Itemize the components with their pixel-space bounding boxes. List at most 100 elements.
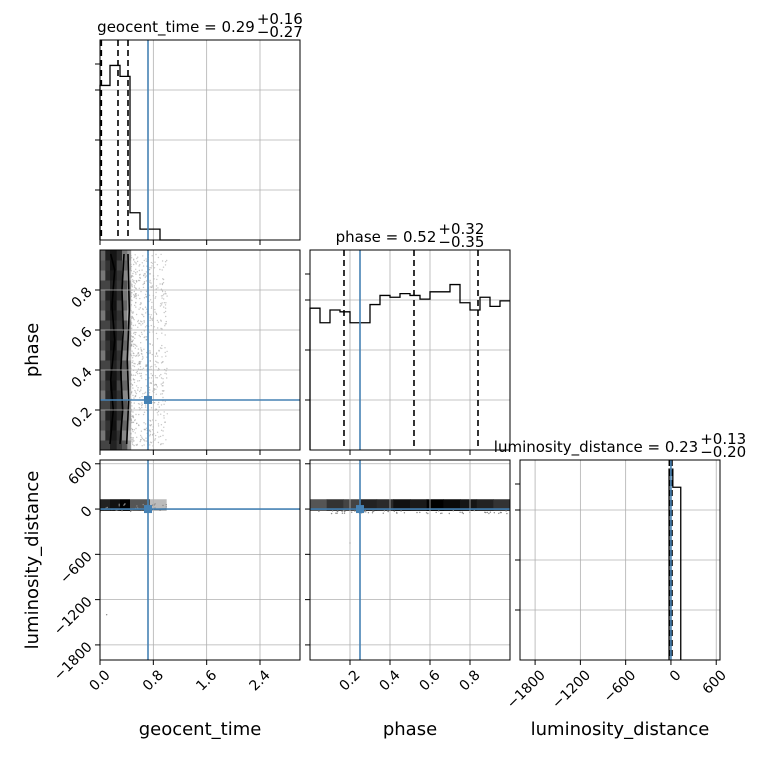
density-cell: [100, 420, 106, 431]
scatter-point: [134, 295, 136, 297]
scatter-point: [136, 436, 138, 438]
scatter-point: [144, 404, 147, 406]
scatter-point: [139, 276, 141, 279]
scatter-point: [162, 282, 165, 284]
scatter-point: [132, 365, 134, 367]
scatter-point: [145, 374, 147, 376]
scatter-point: [134, 331, 136, 334]
scatter-point: [138, 424, 140, 427]
scatter-point: [157, 287, 159, 289]
scatter-point: [132, 374, 135, 376]
scatter-point: [336, 512, 338, 514]
y-tick-label: 0.2: [69, 404, 96, 431]
scatter-point: [141, 269, 143, 271]
density-cell: [116, 420, 123, 431]
scatter-point: [165, 302, 167, 304]
scatter-point: [143, 320, 145, 322]
density-cell: [122, 280, 128, 291]
scatter-point: [145, 338, 148, 341]
scatter-point: [344, 510, 346, 513]
scatter-point: [130, 338, 132, 340]
scatter-point: [140, 436, 143, 438]
scatter-point: [133, 354, 135, 357]
density-cell: [116, 410, 123, 421]
density-cell: [105, 370, 111, 381]
scatter-point: [157, 414, 159, 416]
scatter-point: [130, 386, 132, 388]
scatter-point: [149, 433, 152, 436]
scatter-point: [138, 413, 140, 416]
scatter-point: [140, 352, 143, 355]
scatter-point: [130, 295, 132, 297]
scatter-point: [154, 311, 156, 313]
scatter-point: [156, 338, 159, 340]
scatter-point: [160, 429, 163, 431]
density-cell: [116, 340, 123, 351]
density-cell: [120, 499, 130, 511]
scatter-point: [143, 411, 146, 413]
scatter-point: [144, 392, 146, 394]
scatter-point: [141, 403, 143, 406]
density-cell: [116, 350, 123, 361]
scatter-point: [143, 259, 145, 262]
scatter-point: [156, 264, 159, 266]
x-tick-label: −1800: [504, 667, 549, 712]
scatter-point: [489, 511, 492, 513]
scatter-point: [130, 423, 132, 425]
y-tick-label: 0.6: [69, 324, 96, 351]
density-cell: [376, 499, 394, 511]
scatter-point: [154, 438, 157, 440]
density-cell: [105, 250, 111, 261]
scatter-point: [143, 297, 146, 299]
scatter-point: [155, 393, 157, 395]
scatter-point: [134, 419, 136, 421]
scatter-point: [124, 503, 126, 505]
scatter-point: [448, 512, 450, 515]
density-cell: [116, 330, 123, 341]
density-cell: [116, 290, 123, 301]
scatter-point: [154, 375, 157, 377]
scatter-point: [139, 303, 141, 306]
scatter-point: [154, 261, 156, 263]
scatter-point: [143, 281, 146, 283]
density-cell: [100, 360, 106, 371]
scatter-point: [157, 275, 159, 277]
scatter-point: [145, 271, 148, 273]
scatter-point: [137, 319, 140, 322]
scatter-point: [157, 367, 160, 370]
scatter-point: [163, 306, 165, 308]
scatter-point: [150, 307, 153, 309]
y-tick-label: 600: [65, 458, 95, 488]
x-tick-label: 0.2: [337, 667, 364, 694]
scatter-point: [130, 418, 132, 420]
scatter-point: [132, 411, 134, 413]
scatter-point: [137, 355, 139, 357]
scatter-point: [162, 278, 165, 281]
scatter-point: [156, 355, 159, 357]
scatter-point: [149, 360, 151, 362]
scatter-point: [164, 372, 166, 374]
scatter-point: [164, 261, 167, 263]
density-cell: [122, 420, 128, 431]
scatter-point: [163, 302, 166, 304]
density-cell: [110, 390, 118, 401]
scatter-point: [140, 348, 142, 351]
scatter-point: [383, 510, 386, 512]
scatter-point: [161, 347, 163, 350]
scatter-point: [142, 413, 145, 416]
density-cell: [100, 370, 106, 381]
x-tick-label: 0: [667, 667, 685, 685]
scatter-point: [142, 393, 144, 395]
density-cell: [410, 499, 428, 511]
scatter-point: [160, 304, 163, 306]
scatter-point: [150, 373, 152, 375]
scatter-point: [141, 402, 143, 404]
scatter-point: [164, 351, 166, 354]
scatter-point: [160, 424, 163, 426]
scatter-point: [138, 354, 141, 356]
scatter-point: [137, 353, 139, 355]
scatter-point: [140, 320, 142, 322]
scatter-point: [143, 282, 145, 284]
scatter-point: [130, 436, 132, 439]
scatter-point: [149, 429, 151, 431]
